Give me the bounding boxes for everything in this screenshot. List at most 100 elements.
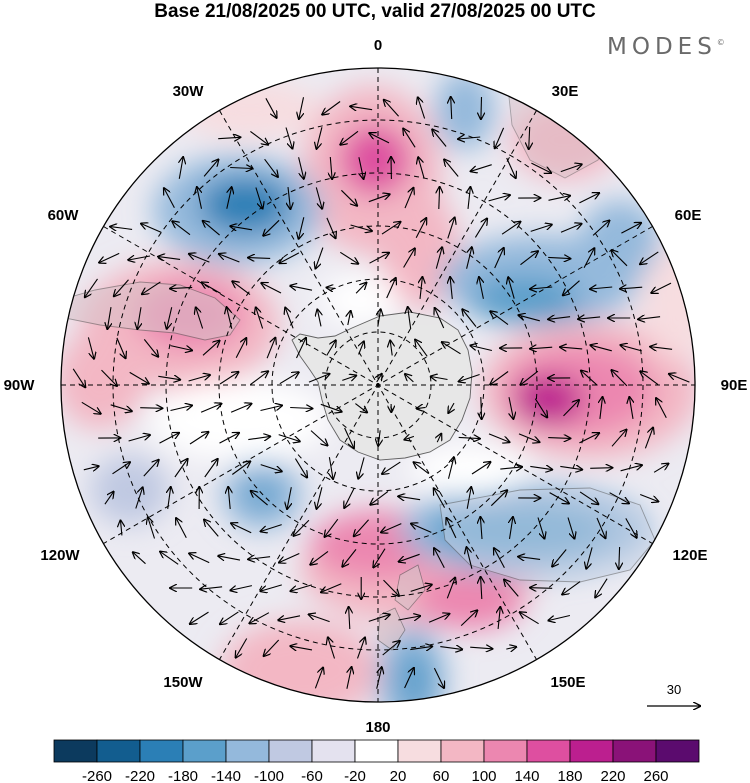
wind-vector bbox=[114, 279, 129, 296]
wind-vector bbox=[398, 616, 420, 620]
colorbar-swatch bbox=[139, 739, 184, 763]
wind-vector bbox=[344, 427, 354, 448]
colorbar-swatch bbox=[483, 739, 528, 763]
wind-vector bbox=[265, 98, 277, 117]
wind-vector bbox=[410, 646, 432, 649]
wind-vector bbox=[581, 371, 598, 386]
wind-vector bbox=[481, 96, 482, 119]
wind-vector bbox=[317, 310, 321, 327]
wind-vector bbox=[326, 341, 336, 356]
wind-vector bbox=[285, 308, 294, 329]
wind-vector bbox=[121, 521, 122, 536]
wind-vector bbox=[340, 251, 358, 263]
wind-vector bbox=[107, 307, 111, 329]
wind-vector bbox=[611, 430, 626, 447]
wind-vector bbox=[446, 578, 455, 599]
wind-vector bbox=[341, 189, 357, 205]
wind-vector bbox=[280, 252, 300, 263]
wind-vector bbox=[448, 402, 454, 413]
wind-vector bbox=[500, 467, 522, 469]
meridian-label-120w: 120W bbox=[40, 547, 80, 564]
wind-vector bbox=[358, 457, 365, 478]
wind-vector bbox=[490, 311, 509, 326]
wind-vector bbox=[347, 667, 352, 689]
colorbar-swatch bbox=[526, 739, 571, 763]
wind-vector bbox=[560, 466, 582, 469]
meridian-label-150e: 150E bbox=[550, 674, 585, 691]
wind-vector bbox=[640, 251, 659, 264]
wind-vector bbox=[310, 430, 327, 446]
wind-vector bbox=[316, 247, 324, 269]
wind-vector bbox=[320, 403, 342, 411]
wind-vector bbox=[350, 224, 372, 231]
wind-vector bbox=[520, 251, 538, 266]
colorbar-tick-label: 20 bbox=[390, 768, 407, 783]
wind-vector bbox=[458, 137, 481, 139]
wind-vector bbox=[399, 553, 420, 561]
wind-vector bbox=[386, 278, 396, 299]
wind-vector bbox=[87, 337, 94, 358]
wind-vector bbox=[204, 520, 219, 537]
wind-vector bbox=[579, 491, 598, 504]
wind-vector bbox=[256, 308, 264, 329]
wind-vector bbox=[112, 462, 130, 475]
wind-vector bbox=[369, 133, 390, 144]
wind-vector bbox=[434, 488, 446, 508]
wind-vector bbox=[414, 462, 430, 475]
wind-vector bbox=[141, 224, 162, 233]
wind-vector bbox=[440, 647, 462, 650]
wind-vector bbox=[227, 307, 233, 329]
wind-vector bbox=[203, 160, 218, 177]
wind-vector bbox=[219, 372, 238, 385]
wind-vectors bbox=[72, 96, 690, 689]
wind-vector bbox=[170, 406, 192, 412]
meridian-label-120e: 120E bbox=[672, 547, 707, 564]
wind-vector bbox=[168, 487, 171, 509]
wind-vector bbox=[653, 464, 668, 473]
wind-vector bbox=[279, 552, 300, 563]
wind-vector bbox=[170, 287, 193, 288]
wind-vector bbox=[250, 130, 268, 144]
wind-vector bbox=[470, 647, 492, 649]
wind-vector bbox=[548, 317, 571, 320]
wind-vector bbox=[85, 278, 98, 297]
wind-vector bbox=[189, 254, 210, 263]
colorbar-tick-label: -260 bbox=[82, 768, 112, 783]
wind-vector bbox=[354, 519, 370, 536]
meridian-lines bbox=[61, 68, 695, 702]
wind-vector bbox=[410, 585, 432, 592]
wind-vector bbox=[468, 187, 470, 209]
wind-vector bbox=[549, 614, 571, 621]
wind-vector bbox=[137, 307, 141, 329]
wind-vector bbox=[579, 193, 599, 204]
wind-vector bbox=[278, 434, 300, 442]
wind-vector bbox=[340, 130, 359, 144]
wind-vector bbox=[381, 523, 402, 533]
colorbar-tick-label: -140 bbox=[211, 768, 241, 783]
wind-vector bbox=[530, 588, 553, 589]
wind-vector bbox=[349, 607, 350, 630]
wind-vector bbox=[315, 187, 322, 208]
wind-vector bbox=[370, 490, 389, 504]
wind-vector bbox=[231, 462, 250, 475]
wind-vector bbox=[552, 549, 567, 567]
wind-vector bbox=[656, 398, 667, 419]
wind-vector bbox=[116, 337, 126, 358]
wind-vector bbox=[325, 518, 339, 537]
wind-vector bbox=[529, 126, 530, 149]
wind-vector bbox=[248, 436, 270, 439]
wind-vector bbox=[290, 646, 313, 650]
wind-vector bbox=[159, 433, 179, 444]
colorbar-tick-label: 100 bbox=[471, 768, 496, 783]
colorbar-swatch bbox=[53, 739, 98, 763]
wind-vector bbox=[228, 487, 230, 510]
wind-vector bbox=[495, 127, 505, 148]
wind-vector bbox=[519, 315, 540, 322]
colorbar-tick-label: 260 bbox=[643, 768, 668, 783]
wind-vector bbox=[644, 428, 653, 449]
wind-vector bbox=[435, 247, 442, 269]
wind-vector bbox=[72, 368, 85, 387]
colorbar-tick-label: 180 bbox=[557, 768, 582, 783]
wind-vector bbox=[148, 518, 156, 539]
wind-vector bbox=[200, 587, 223, 589]
